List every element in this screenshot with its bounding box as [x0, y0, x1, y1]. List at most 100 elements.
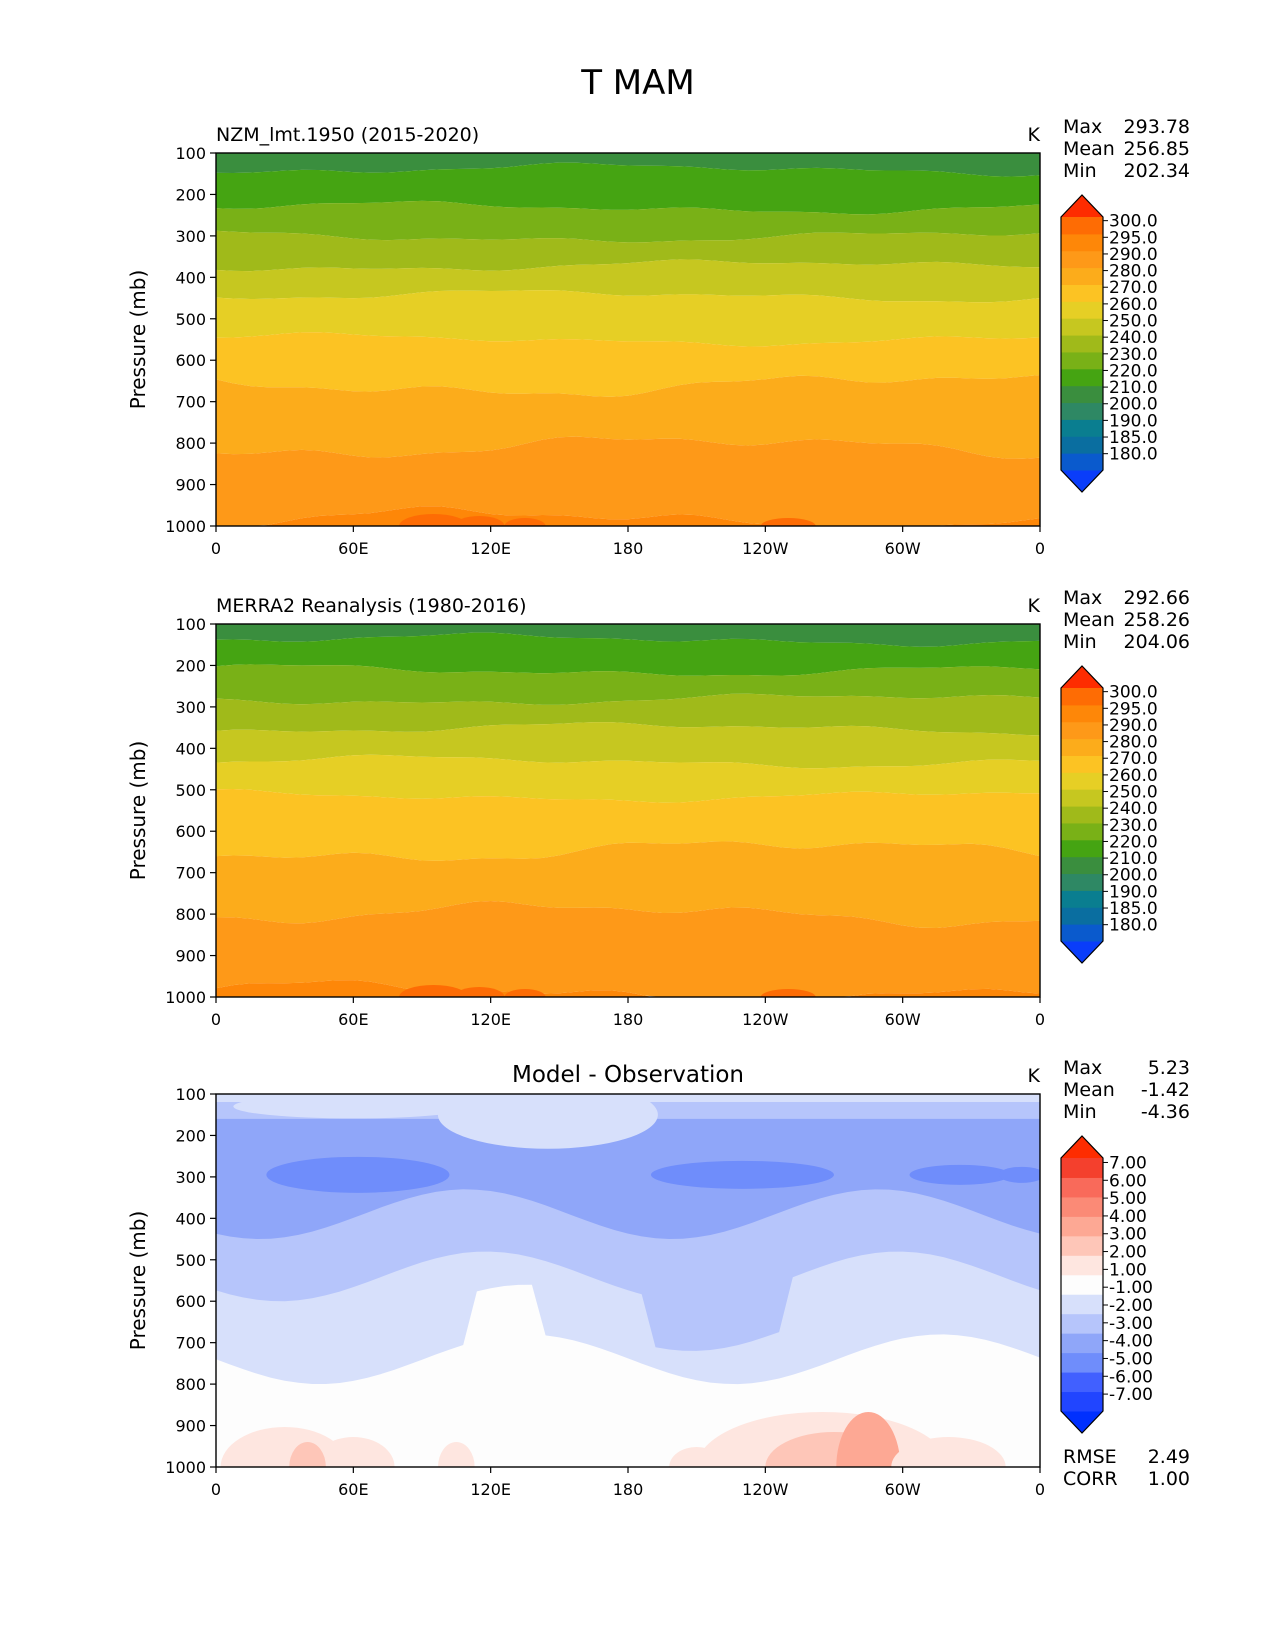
contour-band-7: [216, 841, 1040, 928]
y-tick-label: 100: [175, 615, 206, 634]
colorbar-segment: [1061, 318, 1103, 336]
y-tick-label: 500: [175, 781, 206, 800]
colorbar-segment: [1061, 267, 1103, 285]
stat-label-mean: Mean: [1063, 1079, 1115, 1101]
stat-label-max: Max: [1063, 1057, 1102, 1079]
colorbar-segment: [1061, 351, 1103, 370]
colorbar-label: 210.0: [1109, 849, 1158, 869]
colorbar-label: 260.0: [1109, 295, 1158, 315]
colorbar-label: 220.0: [1109, 361, 1158, 381]
stat-value-min: 204.06: [1124, 631, 1190, 653]
stat-value-max: 292.66: [1124, 587, 1190, 609]
contour-band-6: [216, 789, 1040, 861]
x-tick-label: 0: [1035, 539, 1045, 558]
contour-band-0: [216, 153, 1040, 177]
colorbar-label: 270.0: [1109, 749, 1158, 769]
y-tick-label: 600: [175, 351, 206, 370]
diff-top-light: [437, 1094, 658, 1149]
diff-core-1: [650, 1160, 834, 1189]
colorbar-label: 250.0: [1109, 783, 1158, 803]
colorbar-segment: [1061, 738, 1103, 756]
diff-core-2: [909, 1164, 1011, 1185]
colorbar-label: -3.00: [1109, 1314, 1153, 1334]
colorbar-segment: [1061, 217, 1103, 235]
x-tick-label: 180: [613, 1010, 644, 1029]
y-tick-label: 600: [175, 1292, 206, 1311]
colorbar-segment: [1061, 1255, 1103, 1276]
colorbar-segment: [1061, 890, 1103, 908]
plot-area: [216, 153, 1040, 526]
diff-gap: [486, 1309, 503, 1418]
warm-patch-2: [504, 989, 546, 997]
colorbar-outline: [1060, 665, 1104, 964]
stat-value-min: 202.34: [1124, 160, 1190, 182]
y-tick-label: 300: [175, 698, 206, 717]
contour-band-1: [216, 162, 1040, 215]
x-tick-label: 180: [613, 539, 644, 558]
diff-warm-2: [438, 1442, 475, 1467]
colorbar-extend-bottom: [1061, 1411, 1103, 1433]
x-tick-label: 60W: [885, 539, 921, 558]
units-label: K: [1028, 1065, 1041, 1087]
diff-core-3: [998, 1166, 1040, 1183]
y-tick-label: 200: [175, 656, 206, 675]
x-tick-label: 60W: [885, 1480, 921, 1499]
colorbar: -7.00-6.00-5.00-4.00-3.00-2.00-1.001.002…: [1060, 1135, 1153, 1434]
colorbar: 180.0185.0190.0200.0210.0220.0230.0240.0…: [1060, 194, 1158, 493]
colorbar-label: 280.0: [1109, 262, 1158, 282]
contour-band-2: [216, 664, 1040, 705]
colorbar-segment: [1061, 1352, 1103, 1373]
stat-label-min: Min: [1063, 1101, 1097, 1123]
colorbar-segment: [1061, 856, 1103, 875]
diff-warm-7: [891, 1437, 1006, 1467]
colorbar-segment: [1061, 436, 1103, 454]
colorbar-label: 295.0: [1109, 228, 1158, 248]
warm-patch-3: [760, 989, 816, 997]
y-tick-label: 500: [175, 1251, 206, 1270]
stat-label-min: Min: [1063, 631, 1097, 653]
stat-value-mean: -1.42: [1141, 1079, 1190, 1101]
y-tick-label: 1000: [165, 517, 206, 536]
contour-band-8: [216, 436, 1040, 526]
colorbar-segment: [1061, 924, 1103, 942]
x-tick-label: 0: [1035, 1010, 1045, 1029]
colorbar-label: -2.00: [1109, 1296, 1153, 1316]
colorbar-segment: [1061, 1313, 1103, 1334]
stat-label-min: Min: [1063, 160, 1097, 182]
colorbar-extend-top: [1061, 1136, 1103, 1158]
y-tick-label: 500: [175, 310, 206, 329]
x-tick-label: 120W: [742, 539, 789, 558]
y-tick-label: 300: [175, 1168, 206, 1187]
colorbar-segment: [1061, 402, 1103, 420]
colorbar-label: 290.0: [1109, 716, 1158, 736]
y-tick-label: 400: [175, 1209, 206, 1228]
colorbar-label: 190.0: [1109, 411, 1158, 431]
units-label: K: [1028, 595, 1041, 617]
x-tick-label: 120E: [470, 1010, 511, 1029]
panel-3: Model - Observation K 100 200 300 400 500 600 70…: [126, 1057, 1190, 1499]
colorbar-label: -6.00: [1109, 1367, 1153, 1387]
y-tick-label: 400: [175, 739, 206, 758]
colorbar-label: 230.0: [1109, 816, 1158, 836]
units-label: K: [1028, 124, 1041, 146]
stat-value-corr: 1.00: [1148, 1468, 1190, 1490]
warm-patch-3: [760, 518, 816, 526]
colorbar-label: 280.0: [1109, 733, 1158, 753]
warm-patch-0: [399, 985, 468, 997]
colorbar-label: 270.0: [1109, 278, 1158, 298]
warm-patch-1: [454, 516, 505, 526]
colorbar-label: 230.0: [1109, 345, 1158, 365]
diff-core-0: [266, 1156, 450, 1193]
x-tick-label: 0: [211, 1010, 221, 1029]
colorbar-segment: [1061, 755, 1103, 773]
plot-area: [216, 624, 1040, 997]
x-tick-label: 60E: [338, 1010, 368, 1029]
colorbar-segment: [1061, 721, 1103, 740]
x-tick-label: 60W: [885, 1010, 921, 1029]
colorbar-segment: [1061, 1196, 1103, 1217]
y-tick-label: 600: [175, 822, 206, 841]
colorbar-label: 295.0: [1109, 699, 1158, 719]
contour-band-6: [216, 332, 1040, 397]
colorbar-segment: [1061, 1177, 1103, 1198]
colorbar-segment: [1061, 704, 1103, 723]
